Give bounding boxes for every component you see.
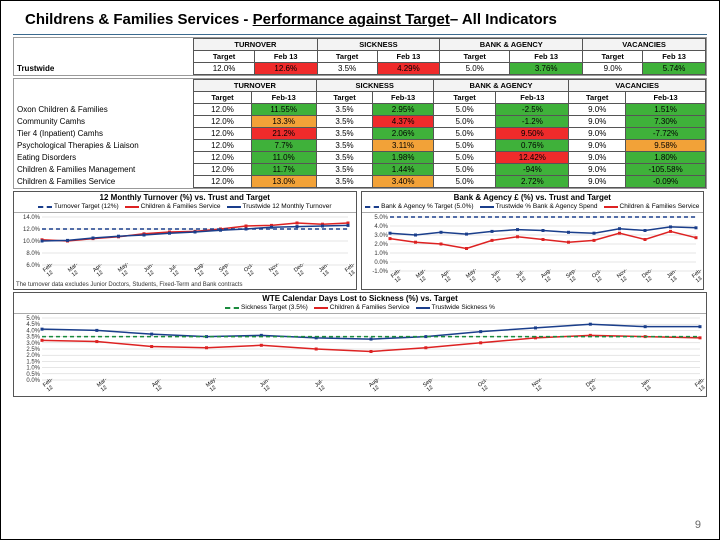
trustwide-table: TURNOVERSICKNESSBANK & AGENCYVACANCIESTa… bbox=[13, 37, 707, 76]
svg-text:5.0%: 5.0% bbox=[26, 316, 40, 322]
svg-text:2.5%: 2.5% bbox=[26, 347, 40, 353]
bank-agency-chart: Bank & Agency £ (%) vs. Trust and Target… bbox=[361, 191, 705, 290]
turnover-chart: 12 Monthly Turnover (%) vs. Trust and Ta… bbox=[13, 191, 357, 290]
svg-text:6.0%: 6.0% bbox=[26, 263, 40, 269]
svg-text:2.0%: 2.0% bbox=[374, 242, 388, 248]
charts-row-top: 12 Monthly Turnover (%) vs. Trust and Ta… bbox=[13, 191, 707, 290]
svg-text:2.0%: 2.0% bbox=[26, 353, 40, 359]
svg-text:1.0%: 1.0% bbox=[374, 251, 388, 257]
svg-text:14.0%: 14.0% bbox=[23, 215, 41, 221]
svg-text:3.0%: 3.0% bbox=[374, 233, 388, 239]
divisions-table: TURNOVERSICKNESSBANK & AGENCYVACANCIESTa… bbox=[13, 78, 707, 189]
page-number: 9 bbox=[695, 519, 701, 531]
svg-text:1.0%: 1.0% bbox=[26, 366, 40, 372]
svg-text:4.5%: 4.5% bbox=[26, 322, 40, 328]
svg-text:0.0%: 0.0% bbox=[374, 260, 388, 266]
svg-text:1.5%: 1.5% bbox=[26, 359, 40, 365]
svg-text:3.0%: 3.0% bbox=[26, 341, 40, 347]
divider bbox=[13, 34, 707, 35]
page-title: Childrens & Families Services - Performa… bbox=[1, 1, 719, 34]
svg-text:0.0%: 0.0% bbox=[26, 378, 40, 384]
svg-text:4.0%: 4.0% bbox=[26, 328, 40, 334]
svg-text:-1.0%: -1.0% bbox=[372, 269, 388, 275]
svg-text:8.0%: 8.0% bbox=[26, 251, 40, 257]
svg-text:0.5%: 0.5% bbox=[26, 372, 40, 378]
svg-text:12.0%: 12.0% bbox=[23, 227, 41, 233]
svg-text:3.5%: 3.5% bbox=[26, 335, 40, 341]
svg-text:10.0%: 10.0% bbox=[23, 239, 41, 245]
sickness-chart: WTE Calendar Days Lost to Sickness (%) v… bbox=[13, 292, 707, 397]
svg-text:4.0%: 4.0% bbox=[374, 224, 388, 230]
svg-text:5.0%: 5.0% bbox=[374, 215, 388, 221]
